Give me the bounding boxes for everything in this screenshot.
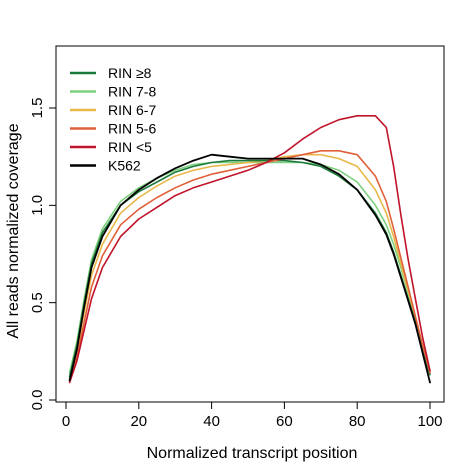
- x-tick-label: 0: [62, 413, 70, 430]
- legend: RIN ≥8 RIN 7-8 RIN 6-7 RIN 5-6 RIN <5 K562: [70, 65, 156, 174]
- x-tick-label: 80: [349, 413, 366, 430]
- series-line-0: [68, 159, 431, 378]
- y-axis-title: All reads normalized coverage: [5, 123, 22, 338]
- x-tick-label: 100: [417, 413, 442, 430]
- x-tick-label: 60: [276, 413, 293, 430]
- series-line-3: [68, 150, 431, 382]
- series-line-1: [68, 161, 431, 374]
- legend-label: RIN <5: [108, 139, 152, 155]
- x-tick-label: 40: [203, 413, 220, 430]
- legend-label: K562: [108, 158, 141, 174]
- series-line-5: [68, 153, 431, 384]
- legend-label: RIN 6-7: [108, 102, 156, 118]
- series-line-4: [68, 115, 431, 384]
- legend-label: RIN 5-6: [108, 121, 156, 137]
- legend-label: RIN ≥8: [108, 65, 152, 81]
- y-axis: 0.0 0.5 1.0 1.5: [29, 98, 57, 411]
- legend-label: RIN 7-8: [108, 84, 156, 100]
- series-line-2: [68, 153, 431, 380]
- y-tick-label: 1.0: [29, 195, 46, 216]
- x-axis-title: Normalized transcript position: [147, 445, 358, 462]
- y-tick-label: 0.0: [29, 390, 46, 411]
- x-tick-label: 20: [130, 413, 147, 430]
- y-tick-label: 1.5: [29, 98, 46, 119]
- y-tick-label: 0.5: [29, 292, 46, 313]
- series-layer: [68, 115, 431, 384]
- x-axis: 0 20 40 60 80 100: [62, 401, 443, 430]
